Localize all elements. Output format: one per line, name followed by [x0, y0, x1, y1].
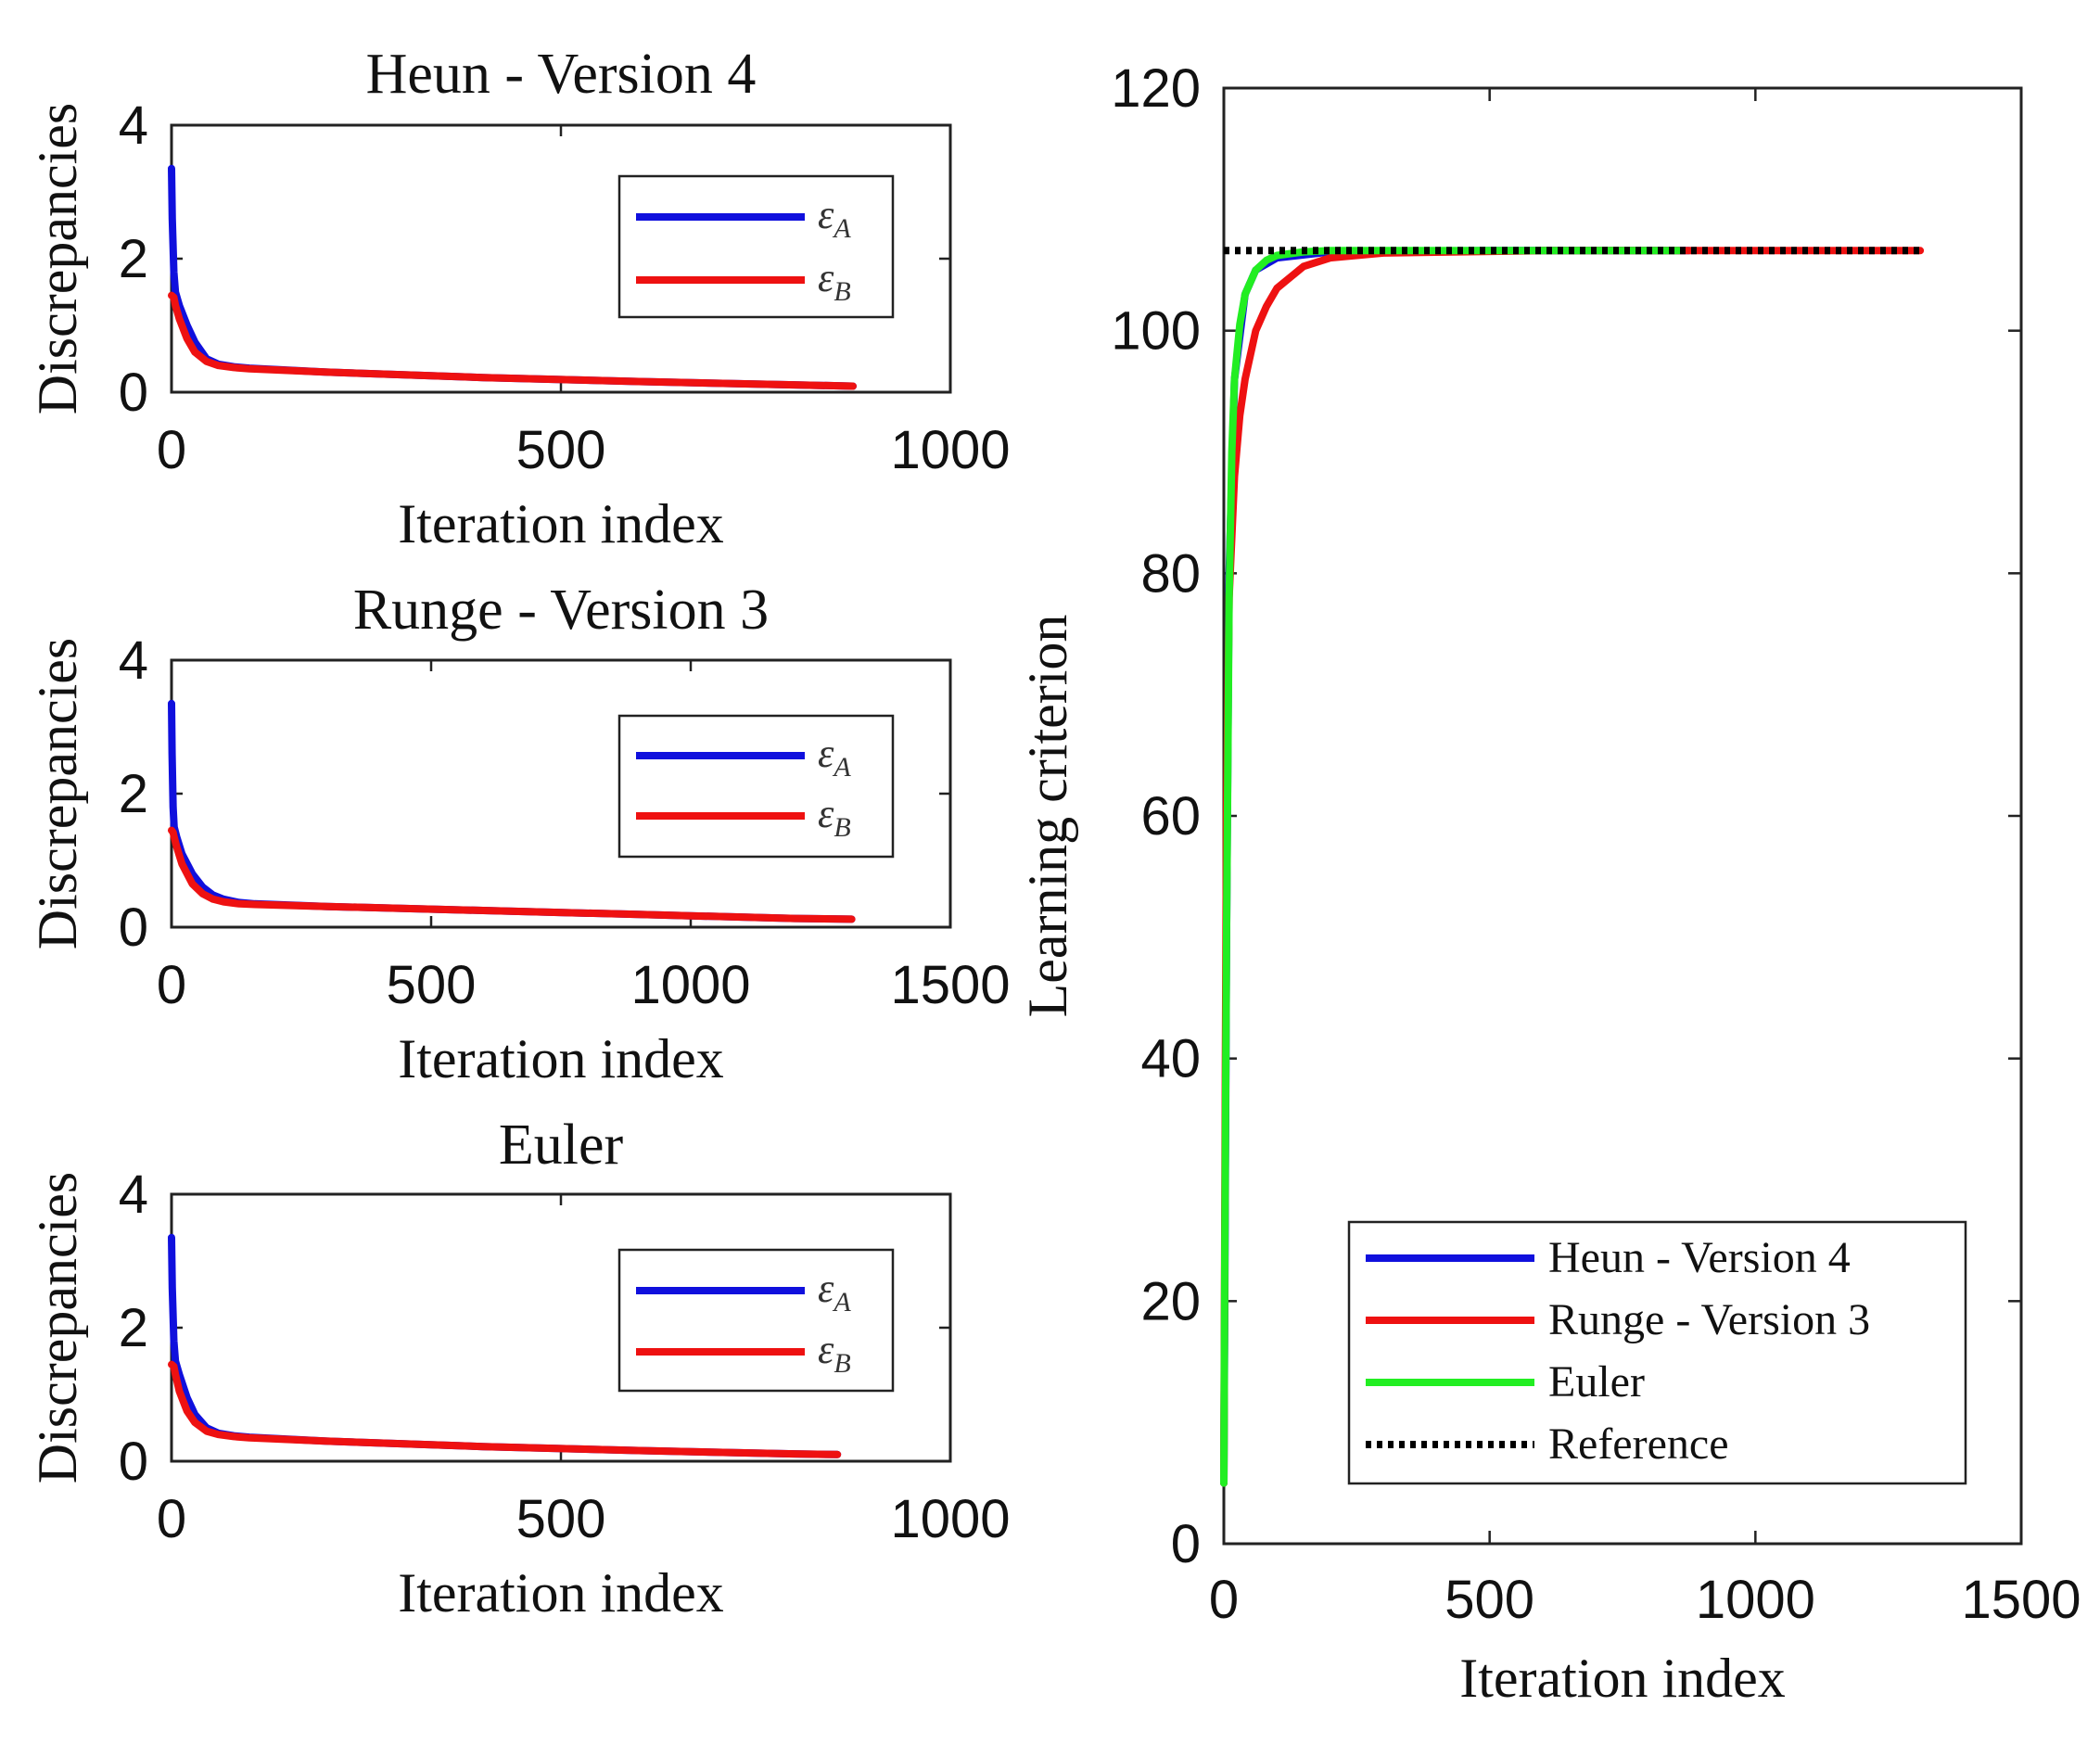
subplot-euler: Euler 0 500 1000 0 2 4 Iteration index Discre… — [27, 1114, 1011, 1623]
subplot-heun: Heun - Version 4 0 500 1000 0 2 4 Iteration i… — [27, 43, 1011, 554]
legend: Heun - Version 4 Runge - Version 3 Euler… — [1347, 1220, 1967, 1485]
x-tick-label: 500 — [387, 955, 477, 1015]
x-tick-label: 1000 — [1696, 1570, 1815, 1630]
y-tick-label: 20 — [1140, 1271, 1201, 1331]
legend-label-reference: Reference — [1548, 1419, 1729, 1469]
legend-label-epsilon-a: εA — [818, 1266, 851, 1318]
legend-label-epsilon-a: εA — [818, 192, 851, 244]
x-tick-label: 500 — [516, 420, 606, 480]
legend-box — [617, 714, 895, 859]
y-tick-label: 4 — [119, 1165, 148, 1225]
x-tick-label: 500 — [1445, 1570, 1534, 1630]
subplot-runge: Runge - Version 3 0 500 1000 1500 0 2 4 Iterat… — [27, 579, 1011, 1089]
x-tick-label: 500 — [516, 1489, 606, 1549]
x-axis-label: Iteration index — [398, 1028, 724, 1089]
legend-label-epsilon-b: εB — [818, 1327, 851, 1379]
x-axis-label: Iteration index — [398, 493, 724, 554]
series-line-epsilon-b — [168, 1360, 842, 1458]
y-tick-label: 0 — [1171, 1514, 1201, 1574]
x-tick-label: 1000 — [630, 955, 750, 1015]
series-line-epsilon-b — [168, 291, 857, 390]
y-tick-label: 4 — [119, 95, 148, 156]
legend-box — [617, 1248, 895, 1393]
y-tick-label: 60 — [1140, 786, 1201, 847]
subplot-learning-criterion: 0 500 1000 1500 0 20 40 60 80 100 120 Iteration in… — [1017, 58, 2081, 1709]
legend-label-epsilon-b: εB — [818, 255, 851, 307]
series-line-euler — [1220, 247, 1683, 1487]
y-tick-label: 0 — [119, 1432, 148, 1492]
y-tick-label: 2 — [119, 229, 148, 289]
plot-title: Heun - Version 4 — [366, 43, 757, 106]
y-axis-label: Learning criterion — [1017, 615, 1078, 1018]
y-tick-label: 2 — [119, 1298, 148, 1358]
y-axis-label: Discrepancies — [27, 1172, 88, 1484]
legend: εA εB — [617, 714, 895, 859]
y-tick-label: 0 — [119, 363, 148, 423]
y-tick-label: 40 — [1140, 1029, 1201, 1089]
legend-label-epsilon-b: εB — [818, 791, 851, 843]
series-line-epsilon-b — [168, 826, 856, 923]
legend-label-runge: Runge - Version 3 — [1548, 1295, 1870, 1344]
legend: εA εB — [617, 174, 895, 319]
y-tick-label: 120 — [1111, 58, 1201, 119]
x-tick-label: 1500 — [890, 955, 1010, 1015]
x-axis-label: Iteration index — [1459, 1648, 1786, 1709]
y-tick-label: 0 — [119, 897, 148, 958]
x-tick-label: 0 — [157, 420, 186, 480]
plot-title: Runge - Version 3 — [353, 579, 769, 642]
plot-title: Euler — [499, 1114, 624, 1177]
x-tick-label: 0 — [157, 955, 186, 1015]
x-tick-label: 0 — [157, 1489, 186, 1549]
y-axis-label: Discrepancies — [27, 103, 88, 415]
y-tick-label: 100 — [1111, 301, 1201, 362]
y-tick-label: 4 — [119, 630, 148, 691]
legend-box — [617, 174, 895, 319]
legend-label-heun: Heun - Version 4 — [1548, 1233, 1851, 1282]
legend-label-euler: Euler — [1548, 1357, 1645, 1407]
x-tick-label: 1000 — [890, 420, 1010, 480]
y-tick-label: 80 — [1140, 543, 1201, 604]
legend-box — [1347, 1220, 1967, 1485]
legend: εA εB — [617, 1248, 895, 1393]
x-tick-label: 1000 — [890, 1489, 1010, 1549]
y-axis-label: Discrepancies — [27, 638, 88, 950]
x-tick-label: 0 — [1209, 1570, 1239, 1630]
x-tick-label: 1500 — [1961, 1570, 2081, 1630]
y-tick-label: 2 — [119, 764, 148, 824]
legend-label-epsilon-a: εA — [818, 731, 851, 783]
x-axis-label: Iteration index — [398, 1562, 724, 1623]
